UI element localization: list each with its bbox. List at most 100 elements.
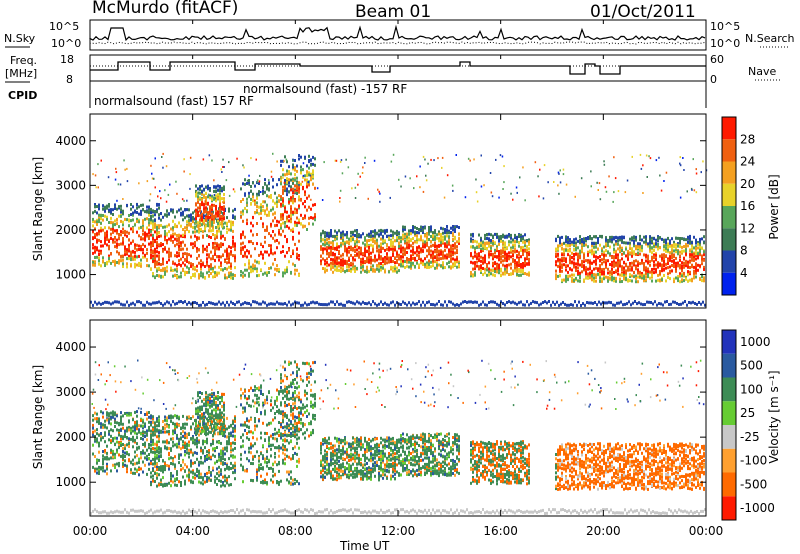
power-cell bbox=[504, 258, 506, 262]
power-cell bbox=[321, 199, 324, 201]
power-cell bbox=[314, 213, 316, 217]
power-cell bbox=[232, 235, 234, 239]
power-cell bbox=[210, 263, 212, 267]
power-cell bbox=[512, 269, 514, 273]
power-cell bbox=[689, 237, 691, 241]
power-cell bbox=[677, 261, 679, 265]
power-cell bbox=[274, 302, 276, 306]
power-cell bbox=[593, 252, 595, 256]
power-cell bbox=[614, 177, 617, 180]
power-cell bbox=[392, 247, 394, 251]
power-cell bbox=[165, 200, 168, 203]
power-cell bbox=[603, 270, 605, 274]
power-cell bbox=[518, 252, 520, 256]
power-cell bbox=[197, 191, 199, 195]
power-cell bbox=[258, 190, 260, 194]
power-cell bbox=[266, 271, 268, 275]
power-cell bbox=[585, 276, 587, 280]
power-cell bbox=[563, 278, 565, 282]
power-cell bbox=[609, 245, 611, 249]
power-cell bbox=[298, 218, 300, 222]
power-cell bbox=[222, 201, 224, 204]
power-cell bbox=[202, 301, 204, 304]
power-cell bbox=[448, 237, 450, 240]
power-cell bbox=[440, 251, 442, 254]
power-cell bbox=[673, 253, 675, 257]
power-cell bbox=[164, 234, 166, 238]
power-cell bbox=[440, 232, 442, 236]
power-cell bbox=[557, 252, 559, 256]
power-cell bbox=[342, 232, 344, 236]
power-cell bbox=[573, 265, 575, 269]
power-cell bbox=[222, 268, 224, 272]
power-cell bbox=[627, 279, 629, 283]
power-cell bbox=[482, 273, 484, 277]
power-cell bbox=[571, 268, 573, 272]
power-cell bbox=[274, 211, 276, 215]
power-cell bbox=[156, 246, 158, 250]
power-cell bbox=[212, 228, 214, 232]
power-cell bbox=[679, 250, 681, 254]
power-cell bbox=[593, 235, 595, 239]
power-cell bbox=[671, 237, 673, 241]
power-cell bbox=[336, 262, 338, 266]
power-cell bbox=[701, 273, 703, 277]
power-cell bbox=[324, 262, 326, 266]
power-cell bbox=[152, 209, 154, 213]
power-cell bbox=[212, 275, 214, 279]
power-cell bbox=[262, 208, 264, 212]
power-cell bbox=[410, 266, 412, 270]
power-cell bbox=[404, 233, 406, 237]
power-cell bbox=[338, 250, 340, 254]
power-cell bbox=[593, 260, 595, 264]
power-cell bbox=[280, 182, 282, 186]
power-cell bbox=[416, 261, 418, 265]
power-cell bbox=[446, 245, 448, 249]
power-cell bbox=[629, 241, 631, 245]
power-cell bbox=[296, 185, 298, 188]
power-cell bbox=[528, 240, 530, 244]
power-cell bbox=[184, 258, 186, 262]
power-cell bbox=[302, 202, 304, 206]
power-cell bbox=[215, 214, 217, 218]
power-cell bbox=[152, 243, 154, 247]
power-cell bbox=[428, 246, 430, 250]
power-cell bbox=[197, 187, 199, 191]
power-cell bbox=[120, 204, 122, 208]
power-cell bbox=[597, 256, 599, 259]
power-cell bbox=[406, 238, 408, 242]
power-cell bbox=[394, 266, 396, 270]
power-cell bbox=[146, 248, 148, 252]
power-cell bbox=[198, 274, 200, 278]
power-cell bbox=[452, 225, 454, 228]
power-cell bbox=[250, 268, 252, 271]
power-cell bbox=[476, 256, 478, 260]
power-cell bbox=[183, 170, 185, 173]
power-cell bbox=[478, 244, 480, 248]
power-cell bbox=[98, 249, 100, 253]
power-cell bbox=[176, 254, 178, 258]
power-cell bbox=[685, 275, 687, 279]
power-cell bbox=[506, 254, 508, 258]
power-cell bbox=[692, 158, 694, 161]
power-cell bbox=[695, 271, 697, 275]
power-cell bbox=[94, 220, 96, 224]
power-cell bbox=[298, 190, 300, 194]
power-cell bbox=[186, 271, 188, 274]
power-cell bbox=[324, 270, 326, 274]
power-cell bbox=[623, 266, 625, 270]
power-cell bbox=[454, 263, 456, 267]
power-cell bbox=[573, 257, 575, 261]
power-cell bbox=[649, 157, 652, 160]
power-cell bbox=[617, 247, 619, 251]
power-cell bbox=[294, 272, 296, 276]
power-cell bbox=[220, 230, 222, 234]
power-cell bbox=[396, 229, 398, 233]
power-cell bbox=[659, 272, 661, 276]
power-cell bbox=[613, 271, 615, 274]
power-cell bbox=[366, 250, 368, 254]
power-cell bbox=[234, 207, 236, 211]
power-cell bbox=[689, 253, 691, 257]
power-cell bbox=[256, 274, 258, 278]
power-cell bbox=[248, 259, 250, 263]
